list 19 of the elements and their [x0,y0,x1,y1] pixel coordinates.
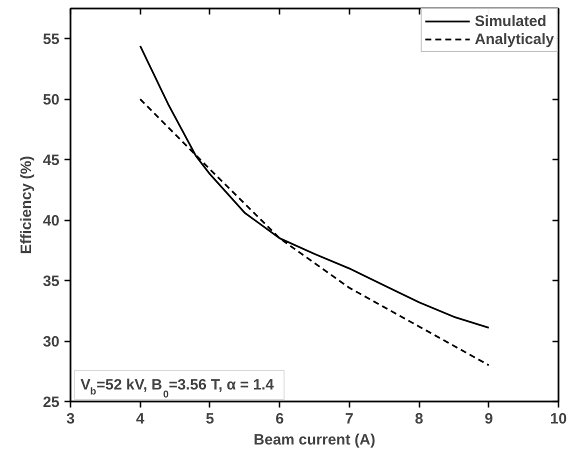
x-tick-label: 7 [345,410,354,428]
x-tick-label: 10 [550,410,567,428]
legend-label: Analyticaly [474,30,554,48]
y-tick-label: 55 [42,31,60,48]
x-tick-label: 3 [66,410,75,428]
x-tick-label: 5 [206,410,214,428]
legend-label: Simulated [474,12,546,30]
y-tick-label: 35 [42,273,60,290]
x-tick-label: 6 [275,410,284,428]
y-tick-label: 50 [42,92,60,109]
x-tick-label: 4 [136,410,146,428]
y-tick-label: 40 [42,212,60,230]
y-tick-label: 45 [42,152,60,170]
x-tick-label: 9 [484,410,493,428]
y-tick-label: 25 [42,394,60,411]
y-axis-title: Efficiency (%) [18,156,35,254]
x-tick-label: 8 [414,410,424,428]
x-axis-title: Beam current (A) [254,432,376,448]
y-tick-label: 30 [42,334,60,351]
